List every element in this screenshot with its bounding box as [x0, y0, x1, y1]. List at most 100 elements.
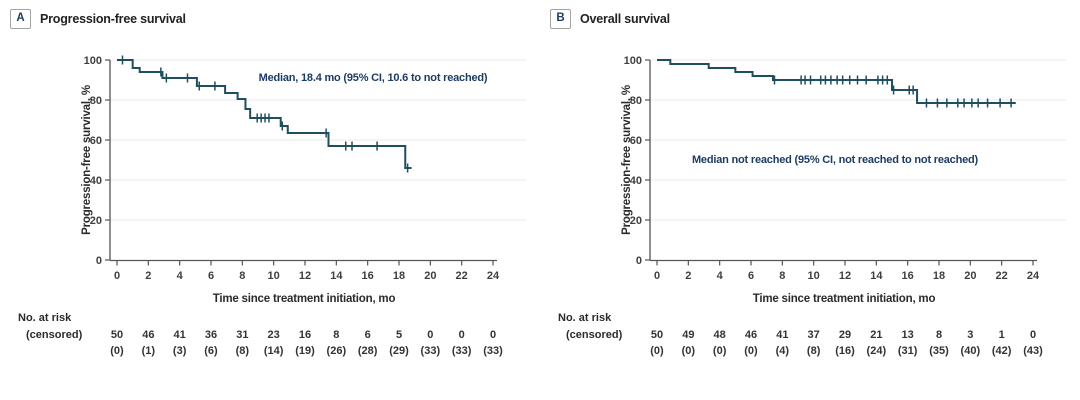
at-risk-count: 50	[650, 329, 664, 341]
censored-count: (19)	[295, 345, 315, 357]
censored-counts-row-a: (0) (1) (3) (6) (8) (14) (19) (26) (28) (29) (33) (…	[0, 345, 540, 359]
x-tick-label: 2	[685, 270, 691, 282]
at-risk-count: 37	[807, 329, 820, 341]
at-risk-count: 49	[682, 329, 695, 341]
no-at-risk-label-b: No. at risk	[558, 312, 612, 324]
at-risk-count: 50	[110, 329, 124, 341]
y-tick-label: 40	[90, 175, 102, 187]
panel-b-header: B Overall survival	[550, 9, 670, 29]
median-annotation-b: Median not reached (95% CI, not reached …	[691, 154, 979, 166]
x-tick-label: 22	[456, 270, 468, 282]
x-tick-label: 4	[717, 270, 724, 282]
at-risk-count: 48	[713, 329, 726, 341]
at-risk-count: 41	[173, 329, 186, 341]
x-tick-label: 10	[268, 270, 280, 282]
x-tick-label: 6	[208, 270, 214, 282]
censored-count: (26)	[326, 345, 347, 357]
panel-overall-survival: B Overall survival 0 20 40 60 80 100 0 2 4 6 8 10 12…	[540, 0, 1080, 400]
km-curve	[657, 59, 1016, 104]
at-risk-count: 23	[267, 329, 280, 341]
x-tick-label: 18	[933, 270, 945, 282]
at-risk-count: 0	[427, 329, 434, 341]
y-tick-label: 0	[96, 255, 102, 267]
at-risk-count: 16	[298, 329, 312, 341]
at-risk-count: 13	[901, 329, 914, 341]
censored-count: (4)	[775, 345, 790, 357]
at-risk-counts-row-b: 50 49 48 46 41 37 29 21 13 8 3 1 0	[540, 329, 1080, 343]
x-tick-label: 14	[870, 270, 883, 282]
at-risk-count: 0	[1029, 329, 1037, 341]
x-tick-label: 0	[114, 270, 120, 282]
x-tick-label: 12	[299, 270, 311, 282]
censored-count: (8)	[806, 345, 821, 357]
censored-count: (33)	[451, 345, 472, 357]
censored-count: (6)	[204, 345, 218, 357]
no-at-risk-label-a: No. at risk	[18, 312, 72, 324]
at-risk-count: 46	[744, 329, 758, 341]
at-risk-count: 41	[776, 329, 789, 341]
x-tick-label: 8	[239, 270, 245, 282]
censored-count: (29)	[389, 345, 409, 357]
censored-count: (24)	[866, 345, 887, 357]
y-axis-label-a: Progression-free survival, %	[81, 85, 93, 235]
at-risk-count: 0	[489, 329, 497, 341]
panel-a-letter-badge: A	[10, 9, 31, 29]
panel-a-header: A Progression-free survival	[10, 9, 186, 29]
at-risk-count: 8	[935, 329, 943, 341]
x-tick-label: 8	[779, 270, 785, 282]
x-tick-label: 24	[1027, 270, 1040, 282]
censored-count: (0)	[744, 345, 758, 357]
x-tick-label: 14	[330, 270, 343, 282]
x-tick-label: 10	[808, 270, 820, 282]
y-tick-label: 60	[90, 135, 102, 147]
censored-count: (0)	[650, 345, 664, 357]
y-tick-label: 20	[630, 215, 642, 227]
censored-count: (40)	[960, 345, 981, 357]
at-risk-counts-row-a: 50 46 41 36 31 23 16 8 6 5 0 0 0	[0, 329, 540, 343]
at-risk-count: 46	[142, 329, 155, 341]
y-tick-label: 100	[624, 55, 642, 67]
x-tick-label: 24	[487, 270, 500, 282]
x-tick-label: 16	[902, 270, 914, 282]
censored-count: (33)	[483, 345, 503, 357]
panel-b-title: Overall survival	[580, 12, 670, 26]
at-risk-count: 8	[333, 329, 340, 341]
x-tick-label: 6	[748, 270, 754, 282]
at-risk-count: 36	[204, 329, 218, 341]
at-risk-count: 1	[998, 329, 1005, 341]
median-annotation-a: Median, 18.4 mo (95% CI, 10.6 to not rea…	[258, 72, 488, 84]
censored-count: (0)	[712, 345, 727, 357]
censored-counts-row-b: (0) (0) (0) (0) (4) (8) (16) (24) (31) (35) (40) (4…	[540, 345, 1080, 359]
x-tick-label: 20	[424, 270, 436, 282]
censored-count: (8)	[235, 345, 250, 357]
at-risk-count: 5	[395, 329, 403, 341]
at-risk-count: 31	[236, 329, 249, 341]
panel-progression-free-survival: A Progression-free survival 0 20 40 60 80 100…	[0, 9, 540, 359]
at-risk-count: 3	[967, 329, 974, 341]
censored-count: (14)	[263, 345, 284, 357]
censored-count: (0)	[681, 345, 696, 357]
censored-count: (16)	[835, 345, 855, 357]
censored-count: (28)	[357, 345, 378, 357]
censored-count: (33)	[420, 345, 441, 357]
censored-count: (3)	[172, 345, 187, 357]
y-tick-label: 80	[90, 95, 102, 107]
at-risk-count: 6	[364, 329, 371, 341]
panel-a-title: Progression-free survival	[40, 12, 186, 26]
y-tick-label: 80	[630, 95, 642, 107]
censored-label-a: (censored)	[26, 329, 83, 341]
km-curve	[117, 59, 412, 169]
x-tick-label: 18	[393, 270, 405, 282]
x-tick-label: 0	[654, 270, 660, 282]
y-tick-label: 100	[84, 55, 102, 67]
censored-count: (43)	[1023, 345, 1043, 357]
censored-label-b: (censored)	[566, 329, 623, 341]
x-tick-label: 4	[177, 270, 184, 282]
x-axis-label-a: Time since treatment initiation, mo	[212, 293, 396, 305]
x-tick-label: 20	[964, 270, 976, 282]
y-tick-label: 40	[630, 175, 642, 187]
y-tick-label: 0	[636, 255, 642, 267]
y-tick-label: 20	[90, 215, 102, 227]
